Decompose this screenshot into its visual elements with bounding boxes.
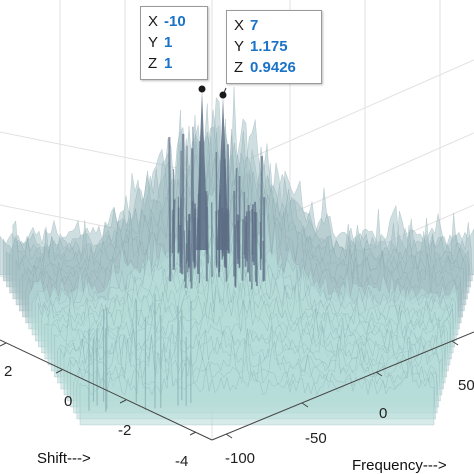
surface-spike <box>187 230 190 273</box>
datatip-x-value: 7 <box>250 17 259 34</box>
datatip-y-value: 1 <box>164 34 173 51</box>
surface-spike <box>190 148 194 289</box>
surface-spike <box>185 145 188 264</box>
surface-spike <box>248 210 251 282</box>
surface-spike <box>189 230 192 282</box>
datatip-z-row: Z 0.9426 <box>234 59 296 76</box>
surface-ridge <box>79 348 435 426</box>
surface-spike <box>244 221 248 267</box>
surface-spike <box>171 209 174 254</box>
tick-mark-y-0 <box>55 369 63 374</box>
y-tick-label: 2 <box>4 363 12 380</box>
datatip-marker <box>219 91 227 99</box>
surface-peak <box>217 96 229 250</box>
surface-spike <box>168 136 172 282</box>
surface-spike <box>191 200 195 262</box>
tick-mark-y-neg2 <box>119 399 127 404</box>
surface-peak <box>196 90 208 250</box>
frequency-axis-line <box>211 331 474 441</box>
datatip-y-value: 1.175 <box>250 38 288 55</box>
tick-mark-y-neg4 <box>189 431 197 436</box>
x-tick-label: -50 <box>305 430 327 447</box>
surface-spike <box>206 207 209 264</box>
x-tick-label: 50 <box>458 377 474 394</box>
surface-spike <box>215 151 218 268</box>
surface-spike <box>254 201 257 282</box>
y-tick-label: 0 <box>64 393 72 410</box>
tick-mark-x-neg50 <box>301 402 309 408</box>
surface-spike <box>181 133 185 275</box>
surface-mesh <box>0 86 474 426</box>
surface-spike <box>251 208 254 262</box>
datatip-z-value: 1 <box>164 55 173 72</box>
datatip-x-value: -10 <box>164 13 186 30</box>
shift-axis-line <box>0 339 213 441</box>
tick-mark-x-neg100 <box>225 433 233 439</box>
plot-axes: 2 0 -2 -4 -100 -50 0 50 Shift---> Freque… <box>0 331 474 474</box>
surface-spike <box>172 199 176 270</box>
surface-spike <box>179 224 182 273</box>
tick-mark-x-0 <box>375 371 383 377</box>
datatip-marker <box>198 85 206 93</box>
tick-mark-x-50 <box>451 340 459 346</box>
y-tick-label: -4 <box>175 453 188 470</box>
datatip-z-value: 0.9426 <box>250 59 296 76</box>
surface-spike <box>255 212 258 287</box>
x-tick-label: 0 <box>379 405 387 422</box>
datatip-y-row: Y 1.175 <box>234 38 288 55</box>
x-tick-label: -100 <box>225 450 255 467</box>
y-axis-label: Shift---> <box>37 450 91 467</box>
x-axis-label: Frequency---> <box>352 457 447 474</box>
tick-mark-y-2 <box>0 342 7 347</box>
datatip-markers <box>198 85 227 99</box>
datatip-x-row: X -10 <box>148 13 186 30</box>
y-tick-label: -2 <box>118 422 131 439</box>
